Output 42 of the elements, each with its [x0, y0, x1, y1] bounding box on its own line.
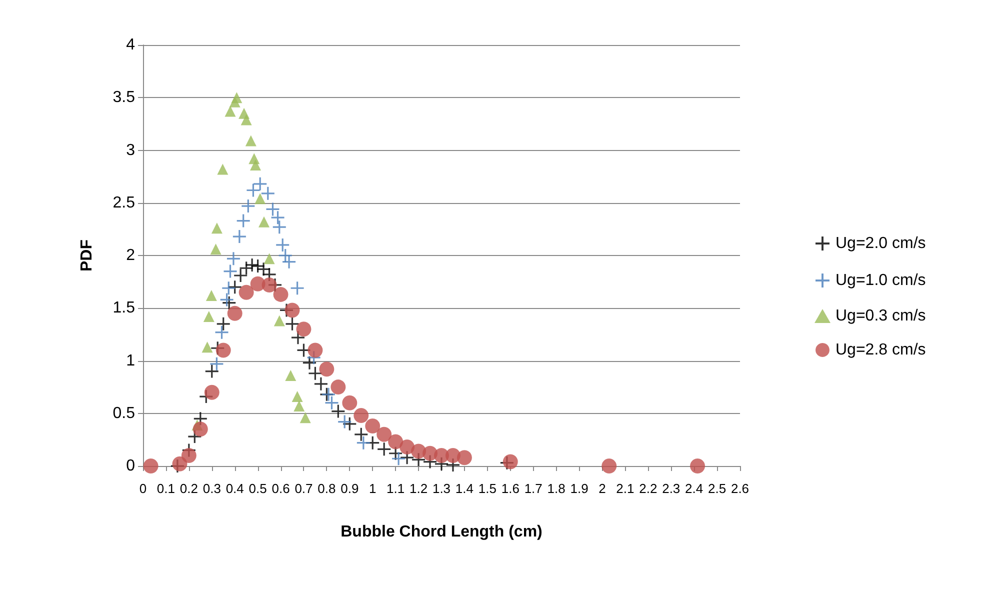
x-tick-label: 0.5 [248, 481, 267, 496]
x-tick-label: 1.2 [410, 481, 428, 496]
y-tick-label: 1.5 [112, 300, 136, 317]
x-tick-label: 1.7 [524, 481, 542, 496]
x-tick-label: 1.9 [570, 481, 588, 496]
x-tick-label: 1.8 [547, 481, 566, 496]
x-tick-label: 1.4 [455, 481, 474, 496]
x-tick-label: 1.1 [386, 481, 405, 496]
x-tick-label: 0.2 [180, 481, 198, 496]
x-tick-label: 2 [598, 481, 606, 496]
legend-label: Ug=2.8 cm/s [836, 342, 926, 358]
x-tick-label: 0.8 [318, 481, 336, 496]
y-axis-title: PDF [78, 239, 96, 272]
x-tick-label: 1.3 [432, 481, 451, 496]
x-tick-label: 0.4 [226, 481, 244, 496]
x-tick-label: 2.5 [708, 481, 726, 496]
x-axis-title: Bubble Chord Length (cm) [340, 524, 542, 540]
y-tick-label: 3.5 [112, 89, 136, 106]
x-tick-label: 1.5 [478, 481, 496, 496]
y-tick-label: 2 [126, 247, 136, 264]
x-tick-label: 0 [139, 481, 147, 496]
x-tick-label: 2.3 [662, 481, 680, 496]
legend-label: Ug=0.3 cm/s [836, 308, 926, 324]
y-tick-label: 0.5 [112, 404, 136, 422]
x-tick-label: 2.1 [616, 481, 634, 496]
x-tick-label: 0.7 [294, 481, 313, 496]
y-tick-label: 3 [126, 142, 136, 159]
x-tick-label: 0.3 [202, 481, 221, 496]
x-tick-label: 0.6 [272, 481, 290, 496]
x-tick-label: 0.9 [340, 481, 359, 496]
y-tick-label: 0 [126, 458, 136, 474]
y-tick-label: 1 [126, 352, 136, 370]
x-tick-label: 1 [369, 481, 376, 496]
y-tick-label: 4 [126, 36, 136, 54]
x-tick-label: 2.2 [639, 481, 658, 496]
y-tick-label: 2.5 [112, 194, 136, 212]
x-tick-label: 2.4 [685, 481, 704, 496]
legend-label: Ug=2.0 cm/s [836, 235, 926, 252]
x-tick-label: 1.6 [501, 481, 520, 496]
legend-label: Ug=1.0 cm/s [836, 272, 926, 289]
x-tick-label: 0.1 [156, 481, 175, 496]
x-tick-label: 2.6 [730, 481, 750, 496]
